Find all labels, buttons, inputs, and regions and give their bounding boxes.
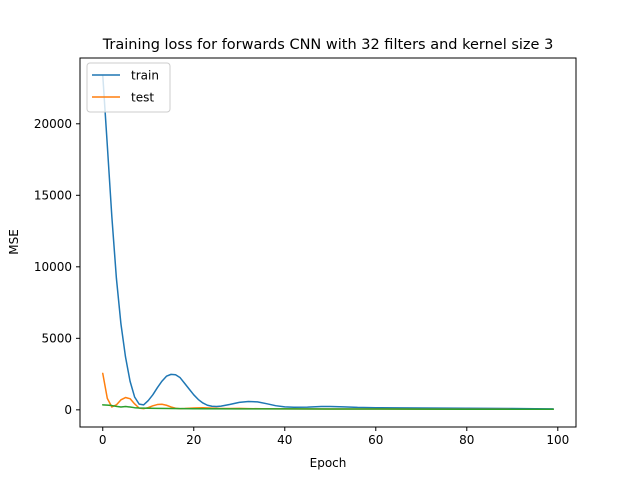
series-line-2 — [102, 404, 554, 411]
y-tick-label: 15000 — [34, 189, 72, 203]
y-axis: 0 5000 10000 15000 20000 — [34, 117, 80, 417]
legend-label-test: test — [131, 91, 154, 105]
y-axis-label: MSE — [7, 229, 21, 255]
x-tick-label: 0 — [99, 433, 107, 447]
chart-title: Training loss for forwards CNN with 32 f… — [102, 37, 554, 53]
x-tick-label: 60 — [368, 433, 383, 447]
x-tick-label: 80 — [459, 433, 474, 447]
x-axis-label: Epoch — [310, 456, 347, 470]
y-tick-label: 20000 — [34, 117, 72, 131]
plot-area — [80, 58, 576, 427]
series-layer — [102, 74, 554, 411]
x-tick-label: 100 — [546, 433, 569, 447]
y-tick-label: 0 — [64, 403, 72, 417]
legend: train test — [86, 62, 171, 113]
y-tick-label: 10000 — [34, 260, 72, 274]
x-tick-label: 20 — [186, 433, 201, 447]
series-line-train — [102, 74, 554, 410]
plot-frame — [79, 57, 577, 428]
x-tick-label: 40 — [277, 433, 292, 447]
legend-label-train: train — [131, 69, 159, 83]
x-axis: 0 20 40 60 80 100 — [99, 427, 569, 447]
y-tick-label: 5000 — [41, 332, 72, 346]
